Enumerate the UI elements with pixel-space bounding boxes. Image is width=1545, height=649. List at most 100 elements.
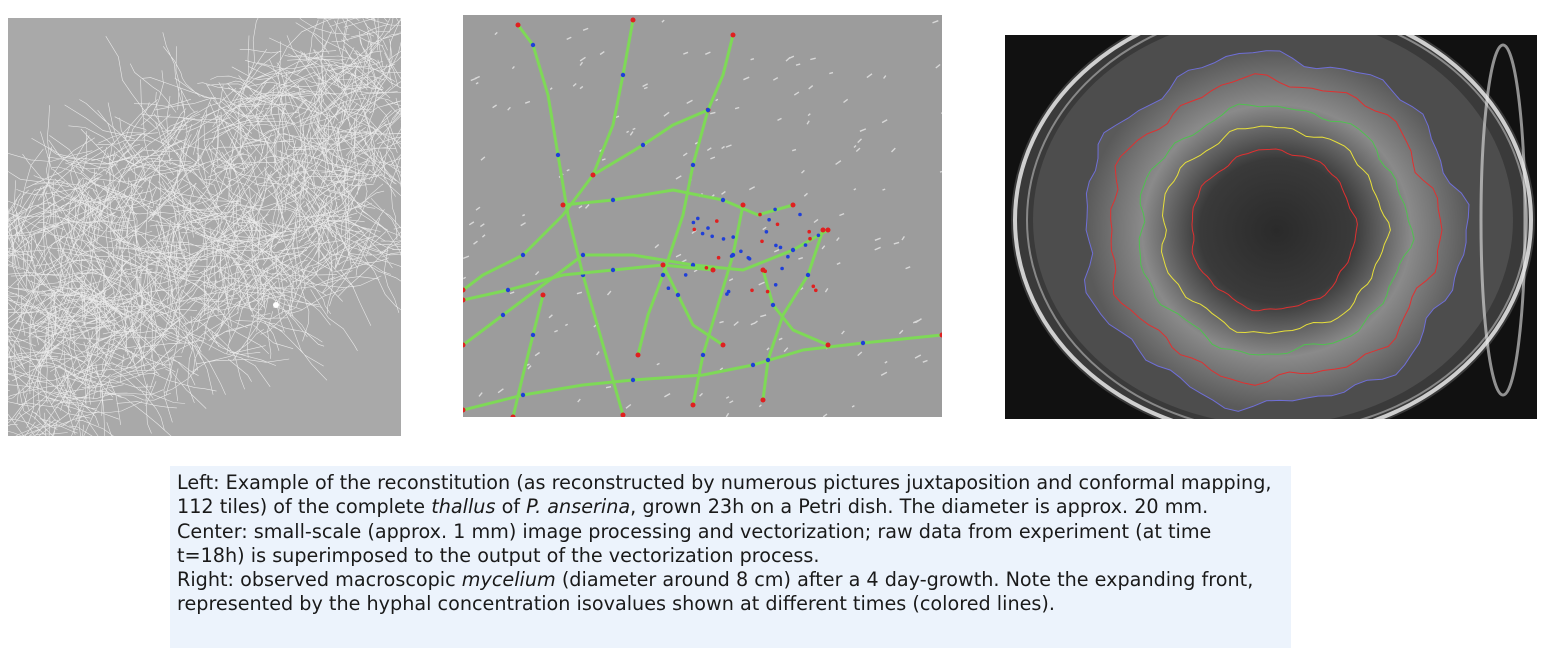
vector-hypha bbox=[511, 293, 545, 417]
cluster-node bbox=[773, 207, 777, 212]
tip-node bbox=[463, 407, 466, 413]
branch-node bbox=[500, 312, 506, 318]
branch-node bbox=[790, 247, 796, 253]
tip-node bbox=[825, 227, 831, 233]
vector-hypha bbox=[761, 268, 830, 347]
tip-node bbox=[463, 342, 466, 348]
tip-node bbox=[540, 292, 546, 298]
cluster-node bbox=[746, 256, 751, 260]
branch-node bbox=[675, 292, 681, 298]
branch-node bbox=[690, 162, 696, 168]
cluster-node bbox=[811, 284, 816, 289]
cluster-node bbox=[739, 249, 743, 254]
cluster-node bbox=[808, 236, 812, 241]
cluster-node bbox=[721, 237, 726, 241]
branch-node bbox=[520, 392, 526, 398]
branch-node bbox=[660, 272, 666, 278]
caption-species-name: P. anserina bbox=[526, 495, 631, 519]
cluster-node bbox=[715, 219, 719, 223]
cluster-node bbox=[726, 289, 731, 294]
caption-mycelium-term: mycelium bbox=[461, 568, 556, 592]
tip-node bbox=[560, 202, 566, 208]
cluster-node bbox=[798, 212, 802, 217]
branch-node bbox=[700, 352, 706, 358]
vector-hypha bbox=[691, 203, 745, 407]
tip-node bbox=[740, 202, 746, 208]
cluster-node bbox=[816, 233, 821, 238]
tip-node bbox=[635, 352, 641, 358]
cluster-node bbox=[691, 220, 696, 225]
cluster-node bbox=[773, 283, 778, 287]
caption-left: Left: Example of the reconstitution (as … bbox=[177, 471, 1284, 520]
vector-hypha bbox=[661, 263, 725, 347]
cluster-node bbox=[780, 266, 784, 271]
cluster-node bbox=[710, 234, 714, 239]
caption-thallus-term: thallus bbox=[431, 495, 496, 519]
tip-node bbox=[720, 342, 726, 348]
thallus-reconstruction-image bbox=[8, 18, 401, 436]
tip-node bbox=[939, 332, 942, 338]
cluster-node bbox=[778, 245, 783, 250]
mycelium-colony bbox=[1084, 50, 1469, 412]
branch-node bbox=[620, 72, 626, 78]
cluster-node bbox=[764, 230, 769, 234]
vectorization-image bbox=[463, 15, 942, 417]
branch-node bbox=[770, 302, 776, 308]
vector-hypha bbox=[516, 23, 625, 417]
cluster-node bbox=[696, 216, 700, 221]
cluster-node bbox=[786, 254, 790, 259]
caption-right-suffix: (diameter around 8 cm) after a 4 day-gro… bbox=[177, 568, 1254, 616]
cluster-node bbox=[760, 239, 764, 244]
branch-node bbox=[610, 267, 616, 273]
cluster-node bbox=[750, 288, 754, 293]
tip-node bbox=[825, 342, 831, 348]
caption-right-text: Right: observed macroscopic bbox=[177, 568, 462, 592]
dish-inner-rim bbox=[1026, 35, 1528, 419]
tip-node bbox=[790, 202, 796, 208]
dish-glare bbox=[1479, 43, 1527, 397]
vector-hypha bbox=[463, 228, 830, 347]
cluster-node bbox=[704, 266, 709, 270]
branch-node bbox=[630, 377, 636, 383]
branch-node bbox=[520, 252, 526, 258]
tip-node bbox=[510, 414, 516, 417]
vector-hypha bbox=[463, 263, 715, 302]
cluster-node bbox=[716, 255, 721, 260]
branch-node bbox=[610, 197, 616, 203]
cluster-node bbox=[763, 269, 767, 273]
tip-node bbox=[660, 262, 666, 268]
mycelium-isolines-drawing bbox=[1011, 35, 1535, 419]
tip-node bbox=[463, 297, 466, 303]
caption-left-text: Left: Example of the reconstitution (as … bbox=[177, 471, 1272, 519]
cluster-node bbox=[666, 286, 671, 291]
cluster-node bbox=[758, 212, 762, 217]
petri-dish-mycelium-image bbox=[1005, 35, 1537, 419]
spore-dot bbox=[273, 302, 279, 308]
branch-node bbox=[690, 262, 696, 268]
branch-node bbox=[705, 107, 711, 113]
branch-node bbox=[580, 252, 586, 258]
caption-left-suffix: , grown 23h on a Petri dish. The diamete… bbox=[630, 495, 1209, 519]
branch-node bbox=[765, 357, 771, 363]
cluster-node bbox=[706, 226, 710, 230]
cluster-node bbox=[692, 227, 697, 232]
isoline-red-inner bbox=[1191, 148, 1358, 312]
branch-node bbox=[530, 332, 536, 338]
isoline-yellow bbox=[1160, 125, 1391, 334]
hyphae-strands bbox=[8, 18, 401, 436]
tip-node bbox=[590, 172, 596, 178]
vector-hypha bbox=[636, 108, 710, 357]
cluster-node bbox=[803, 243, 808, 247]
tip-node bbox=[710, 267, 716, 273]
cluster-node bbox=[775, 222, 780, 227]
cluster-node bbox=[731, 235, 735, 239]
isoline-green bbox=[1138, 103, 1415, 356]
vector-hypha bbox=[561, 188, 795, 217]
cluster-node bbox=[700, 231, 705, 236]
debris-speckles bbox=[463, 19, 942, 417]
cluster-node bbox=[807, 229, 811, 234]
hyphal-network-drawing bbox=[8, 18, 401, 436]
tip-node bbox=[690, 402, 696, 408]
isoline-outer bbox=[1083, 50, 1470, 412]
branch-node bbox=[720, 197, 726, 203]
